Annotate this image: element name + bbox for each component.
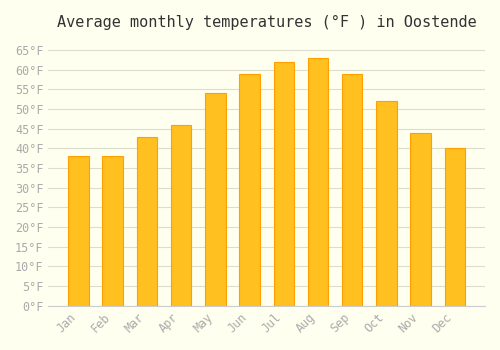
Bar xyxy=(102,156,123,306)
Bar xyxy=(171,125,192,306)
Bar xyxy=(205,93,226,306)
Bar xyxy=(308,58,328,306)
Bar xyxy=(68,156,88,306)
Bar xyxy=(376,101,396,306)
Bar xyxy=(274,62,294,306)
Bar xyxy=(342,74,362,306)
Bar xyxy=(136,136,157,306)
Bar xyxy=(444,148,465,306)
Bar xyxy=(410,133,431,306)
Bar xyxy=(240,74,260,306)
Title: Average monthly temperatures (°F ) in Oostende: Average monthly temperatures (°F ) in Oo… xyxy=(57,15,476,30)
